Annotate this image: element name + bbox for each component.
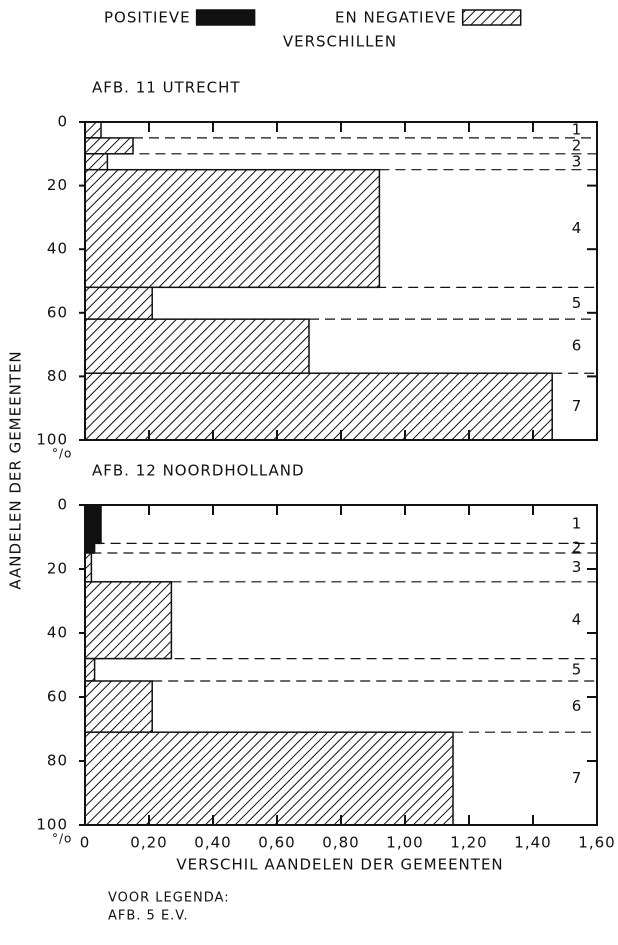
group-label: 5 [572, 294, 583, 312]
y-tick-label: 20 [47, 560, 68, 578]
group-label: 4 [572, 219, 583, 237]
y-tick-label: 80 [47, 367, 68, 385]
group-label: 7 [572, 397, 583, 415]
y-tick-label: 40 [47, 240, 68, 258]
group-label: 5 [572, 660, 583, 678]
group-label: 3 [572, 558, 583, 576]
group-label: 2 [572, 539, 583, 557]
bar [84, 542, 96, 554]
group-label: 4 [572, 611, 583, 629]
y-tick-label: 100 [36, 816, 68, 834]
bar [84, 168, 381, 289]
x-tick-label: 0,40 [194, 834, 231, 852]
bar [84, 504, 102, 545]
x-tick-label: 0,20 [130, 834, 167, 852]
group-label: 6 [572, 337, 583, 355]
y-tick-label: 20 [47, 176, 68, 194]
x-tick-label: 1,60 [578, 834, 615, 852]
x-tick-label: 0,80 [322, 834, 359, 852]
bar [84, 121, 102, 139]
group-label: 3 [572, 152, 583, 170]
y-tick-label: 100 [36, 431, 68, 449]
y-axis-label: AANDELEN DER GEMEENTEN [7, 350, 25, 589]
bar [84, 137, 134, 155]
y-tick-label: 0 [57, 496, 68, 514]
y-tick-label: 60 [47, 688, 68, 706]
y-tick-label: 60 [47, 303, 68, 321]
footnote: AFB. 5 E.V. [108, 909, 189, 924]
x-tick-label: 0 [80, 834, 91, 852]
legend-label: EN NEGATIEVE [335, 9, 457, 27]
x-tick-label: 1,40 [514, 834, 551, 852]
legend-swatch [461, 9, 522, 26]
bar [84, 153, 109, 171]
y-unit: °/o [52, 832, 72, 846]
bar [84, 372, 553, 441]
group-label: 1 [572, 515, 583, 533]
bar [84, 657, 96, 682]
bar [84, 286, 153, 320]
bar [84, 581, 173, 660]
y-tick-label: 80 [47, 752, 68, 770]
group-label: 2 [572, 136, 583, 154]
y-unit: °/o [52, 447, 72, 461]
y-tick-label: 40 [47, 624, 68, 642]
panel-title: AFB. 11 UTRECHT [92, 79, 241, 97]
group-label: 6 [572, 697, 583, 715]
x-tick-label: 0,60 [258, 834, 295, 852]
header-line2: VERSCHILLEN [283, 33, 397, 51]
group-label: 1 [572, 120, 583, 138]
legend-label: POSITIEVE [104, 9, 191, 27]
y-tick-label: 0 [57, 113, 68, 131]
bar [84, 318, 310, 374]
panel-title: AFB. 12 NOORDHOLLAND [92, 462, 305, 480]
legend-swatch [195, 9, 256, 26]
footnote: VOOR LEGENDA: [108, 891, 230, 906]
x-tick-label: 1,00 [386, 834, 423, 852]
bar [84, 731, 454, 826]
group-label: 7 [572, 769, 583, 787]
bar [84, 680, 153, 733]
x-tick-label: 1,20 [450, 834, 487, 852]
x-axis-label: VERSCHIL AANDELEN DER GEMEENTEN [176, 856, 503, 874]
